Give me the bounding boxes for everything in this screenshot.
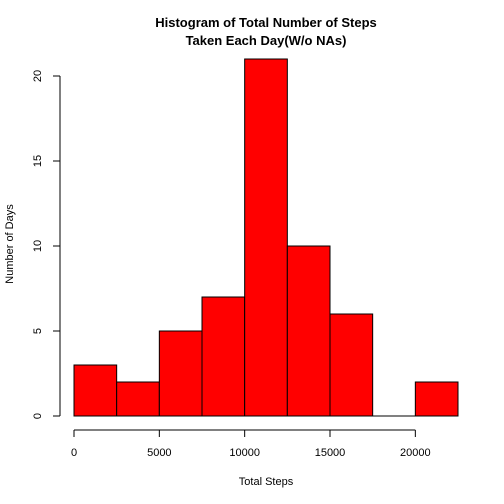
x-tick-label-2: 10000 (229, 447, 260, 459)
histogram-bar-1 (116, 381, 160, 417)
histogram-bar-2 (158, 330, 203, 417)
histogram-bar-5 (286, 245, 331, 417)
x-tick-label-4: 20000 (400, 447, 431, 459)
y-tick-label-3: 15 (32, 155, 44, 167)
x-axis: 0 5000 10000 15000 20000 (71, 429, 431, 459)
histogram-bars (73, 58, 459, 417)
x-tick-label-3: 15000 (315, 447, 346, 459)
histogram-bar-6 (329, 313, 374, 417)
y-axis-label: Number of Days (4, 204, 16, 284)
x-tick-label-0: 0 (71, 447, 77, 459)
histogram-bar-3 (201, 296, 246, 417)
histogram-bar-4 (244, 58, 288, 417)
y-tick-label-2: 10 (32, 240, 44, 252)
y-axis: 0 5 10 15 20 (32, 70, 61, 419)
histogram-bar-0 (73, 364, 118, 417)
y-tick-label-1: 5 (32, 328, 44, 334)
x-tick-label-1: 5000 (147, 447, 171, 459)
histogram-bar-8 (414, 381, 459, 417)
y-tick-label-0: 0 (32, 413, 44, 419)
x-axis-label: Total Steps (239, 476, 294, 488)
chart-title-line-1: Histogram of Total Number of Steps (155, 15, 377, 30)
chart-title-line-2: Taken Each Day(W/o NAs) (186, 33, 347, 48)
y-tick-label-4: 20 (32, 70, 44, 82)
